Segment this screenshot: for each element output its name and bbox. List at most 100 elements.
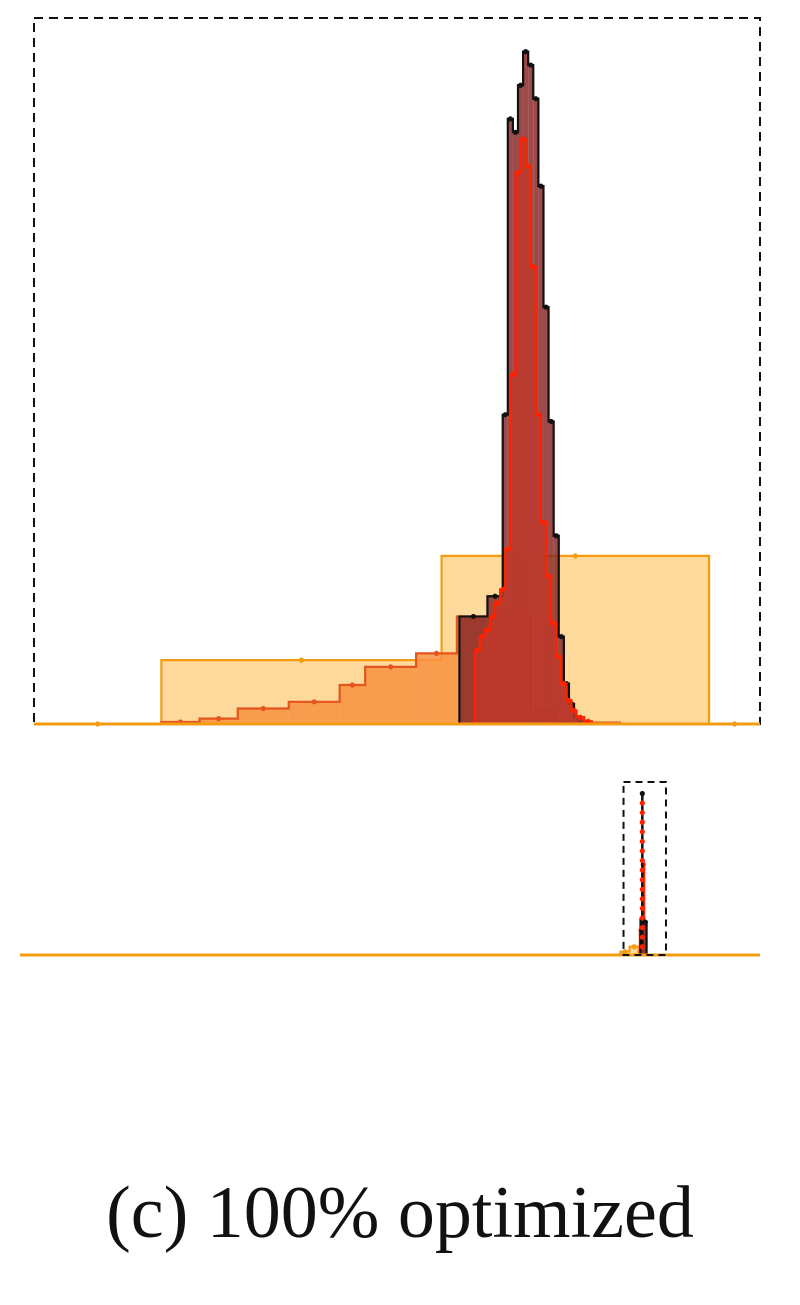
ref-histogram-point [517, 82, 524, 88]
optimized-histogram-point [505, 546, 511, 552]
optimized-histogram-point [556, 654, 562, 660]
ref-histogram-bar [543, 307, 549, 724]
optimized-histogram-bar [551, 623, 557, 724]
medium-bins-point [388, 664, 394, 670]
medium-bins-point [349, 682, 356, 688]
optimized-histogram-point [489, 613, 496, 620]
optimized-histogram-point [495, 600, 501, 606]
medium-bins-bar [339, 685, 366, 724]
optimized-histogram-point [479, 633, 485, 640]
optimized-histogram-point [525, 163, 531, 169]
optimized-histogram-point [566, 697, 572, 704]
ref-histogram-point [507, 116, 513, 122]
ref-histogram-point [512, 129, 519, 135]
spike-point [639, 934, 645, 940]
optimized-histogram-bar [561, 683, 567, 724]
zoomed-histogram-panel [33, 17, 761, 727]
spike-point [639, 925, 645, 931]
medium-bins-bar [237, 708, 289, 724]
optimized-histogram-point [571, 707, 577, 714]
ref-histogram-point [558, 633, 564, 640]
medium-bins-bar [365, 666, 417, 724]
optimized-histogram-bar [530, 266, 536, 724]
medium-bins-point [311, 699, 317, 705]
optimized-histogram-point [545, 573, 552, 579]
optimized-histogram-bar [484, 629, 490, 724]
coarse-bins-outline [34, 554, 760, 726]
optimized-histogram-bar [571, 710, 577, 724]
spike-point [639, 896, 645, 902]
coarse-bins-outline [619, 945, 640, 955]
spike-point [639, 905, 645, 912]
coarse-bins-point [298, 657, 305, 663]
optimized-histogram-point [530, 264, 536, 270]
optimized-histogram-point [540, 519, 547, 525]
optimized-histogram-bar [510, 374, 516, 724]
ref-histogram-point [548, 418, 554, 425]
optimized-histogram-point [577, 714, 584, 720]
optimized-histogram-point [500, 586, 506, 593]
optimized-histogram-bar [556, 656, 562, 724]
medium-bins-point [433, 650, 440, 657]
ref-histogram-bar [548, 421, 554, 724]
medium-bins-bar [288, 701, 340, 724]
spike-point [639, 790, 645, 797]
coarse-bins-bar [629, 946, 639, 955]
spike-point [639, 800, 645, 806]
ref-histogram-point [538, 183, 544, 189]
ref-histogram-point [533, 96, 539, 102]
optimized-histogram-point [535, 412, 541, 418]
spike-point [639, 877, 645, 883]
medium-bins-bar [199, 718, 238, 724]
optimized-histogram-point [520, 136, 526, 142]
medium-bins-bar [416, 653, 457, 724]
ref-histogram-point [543, 304, 549, 310]
spike-point [639, 857, 645, 864]
ref-histogram-point [492, 593, 498, 599]
optimized-histogram-series [473, 136, 593, 725]
optimized-histogram-point [484, 627, 491, 633]
spike-point [639, 915, 645, 921]
optimized-histogram-bar [525, 165, 531, 724]
optimized-histogram-bar [495, 602, 501, 724]
spike-point [639, 819, 645, 825]
coarse-bins-point [631, 944, 637, 950]
medium-bins-point [216, 716, 222, 722]
coarse-bins-series [619, 944, 640, 955]
optimized-histogram-bar [489, 616, 496, 724]
optimized-histogram-bar [576, 717, 585, 724]
optimized-histogram-point [474, 647, 480, 653]
optimized-histogram-bar [515, 172, 521, 725]
ref-histogram-point [470, 613, 477, 620]
coarse-bins-point [572, 553, 578, 559]
ref-histogram-point [528, 62, 534, 68]
optimized-histogram-bar [474, 650, 480, 724]
spike-point [639, 838, 645, 845]
spike-point [639, 810, 645, 816]
optimized-histogram-bar [540, 522, 547, 724]
optimized-histogram-point [551, 620, 557, 626]
spike-point [639, 944, 645, 950]
optimized-histogram-bar [505, 549, 511, 724]
spike-point [639, 848, 645, 854]
optimized-histogram-bar [566, 700, 572, 724]
ref-histogram-point [642, 919, 648, 925]
optimized-histogram-bar [535, 414, 541, 724]
ref-histogram-point [553, 533, 559, 539]
spike-point [639, 886, 645, 892]
optimized-histogram-point [515, 170, 521, 176]
figure-caption: (c) 100% optimized [106, 1172, 694, 1254]
medium-bins-point [260, 705, 266, 712]
spike-point [639, 867, 645, 873]
ref-histogram-point [523, 49, 529, 55]
optimized-histogram-point [561, 681, 567, 687]
spike-point [639, 829, 645, 835]
optimized-histogram-bar [520, 139, 526, 724]
ref-histogram-bar [644, 922, 647, 955]
optimized-histogram-bar [479, 636, 485, 724]
coarse-bins-point [622, 949, 628, 955]
full-range-histogram-panel [20, 781, 760, 957]
optimized-histogram-bar [546, 576, 552, 724]
zoom-frame [33, 17, 761, 725]
